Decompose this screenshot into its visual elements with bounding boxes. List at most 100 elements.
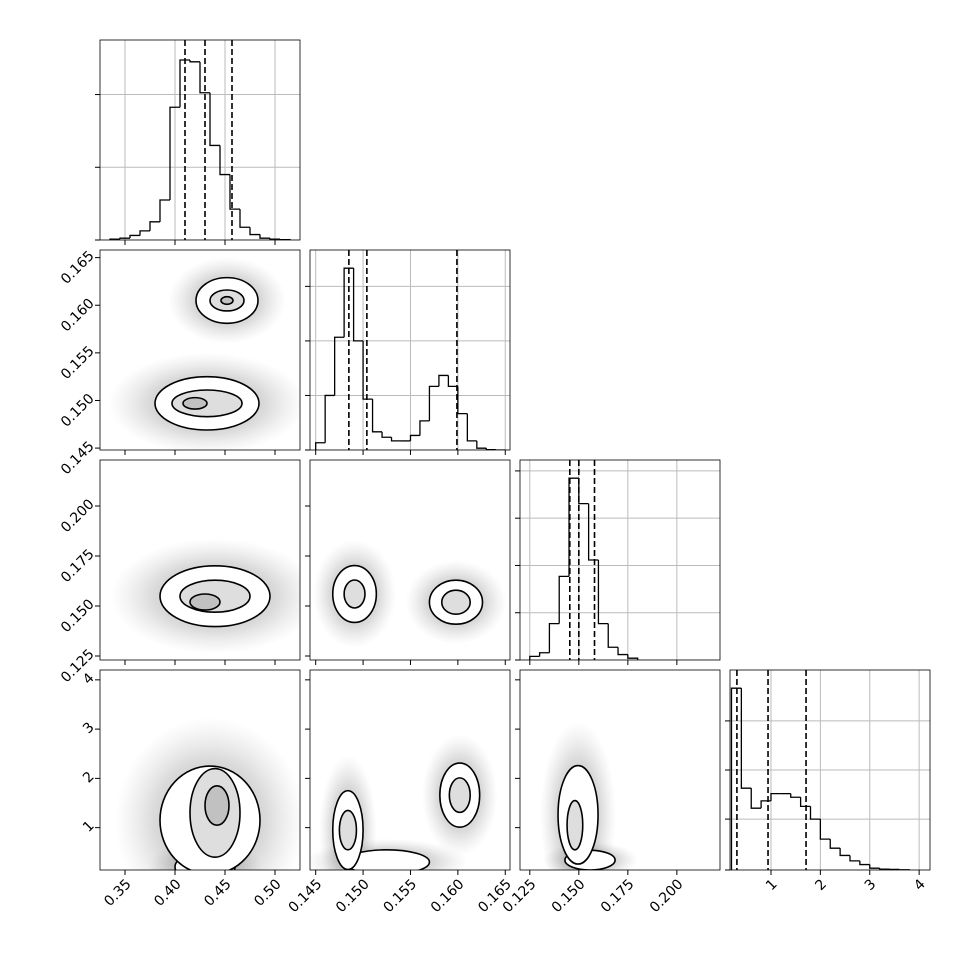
panel (313, 540, 507, 648)
histogram-step (428, 385, 439, 421)
contour (220, 295, 234, 306)
y-tick-label: 0.145 (58, 438, 98, 478)
x-tick-label: 0.175 (598, 876, 638, 916)
y-tick-label: 0.165 (58, 248, 98, 288)
contour (159, 765, 261, 870)
x-tick-label: 0.155 (380, 876, 420, 916)
x-tick-label: 0.145 (286, 876, 326, 916)
x-tick-label: 0.150 (333, 876, 373, 916)
panel (310, 734, 498, 870)
histogram-step (381, 431, 392, 438)
histogram-step (730, 687, 742, 870)
histogram-step (189, 60, 200, 63)
histogram-step (333, 336, 345, 396)
histogram-step (315, 442, 326, 450)
histogram-step (597, 560, 609, 625)
contour (195, 276, 259, 325)
x-tick-label: 4 (911, 876, 929, 894)
histogram-step (199, 61, 210, 94)
contour (448, 777, 471, 814)
panel (108, 257, 300, 450)
histogram-step (159, 199, 170, 222)
histogram-step (859, 860, 870, 866)
histogram-step (390, 437, 401, 442)
x-tick-label: 0.150 (549, 876, 589, 916)
x-tick-label: 0.40 (151, 876, 184, 909)
histogram-step (179, 59, 190, 108)
contour (209, 289, 245, 312)
contour (204, 784, 230, 826)
panel (520, 460, 720, 660)
histogram-step (829, 839, 841, 849)
histogram-step (485, 448, 496, 450)
histogram-step (447, 375, 458, 388)
histogram-step (799, 797, 811, 808)
histogram-step (529, 655, 540, 660)
histogram-step (229, 174, 240, 210)
panel-frame (99, 459, 301, 661)
x-tick-label: 0.45 (201, 876, 234, 909)
histogram-step (869, 864, 880, 869)
histogram-step (169, 106, 180, 200)
histogram-step (249, 227, 260, 236)
panel-frame (99, 39, 301, 241)
histogram-step (269, 238, 280, 240)
histogram-step (239, 209, 250, 228)
histogram-step (466, 413, 477, 442)
panel-frame (99, 669, 301, 871)
panel-frame (519, 459, 721, 661)
histogram-step (607, 623, 619, 648)
histogram-step (324, 394, 335, 443)
contour (189, 767, 241, 858)
histogram-step (209, 92, 220, 147)
contour (189, 593, 221, 611)
histogram-step (809, 806, 821, 820)
histogram-step (371, 399, 383, 433)
contour (440, 589, 471, 616)
y-tick-label: 0.160 (58, 296, 98, 336)
histogram-step (770, 792, 781, 801)
histogram-step (849, 855, 860, 862)
contour (343, 579, 366, 609)
histogram-step (419, 420, 430, 436)
histogram-step (587, 503, 599, 561)
histogram-step (352, 268, 364, 342)
histogram-step (457, 386, 468, 415)
x-tick-label: 1 (763, 876, 781, 894)
histogram-step (259, 234, 270, 239)
x-tick-label: 0.160 (428, 876, 468, 916)
panel-frame (309, 249, 511, 451)
histogram-step (476, 440, 487, 449)
histogram-step (119, 237, 130, 240)
histogram-step (790, 793, 801, 798)
x-tick-label: 3 (862, 876, 880, 894)
histogram-step (578, 478, 589, 505)
panel-frame (519, 669, 721, 871)
panel-frame (729, 669, 931, 871)
histogram-step (139, 230, 150, 236)
y-tick-label: 0.150 (58, 596, 98, 636)
x-tick-label: 2 (812, 876, 830, 894)
panel (100, 40, 300, 240)
y-tick-label: 0.155 (58, 343, 98, 383)
y-tick-label: 2 (80, 769, 98, 787)
histogram-step (438, 374, 449, 387)
x-tick-label: 0.35 (101, 876, 134, 909)
contour (331, 564, 378, 624)
y-tick-label: 4 (80, 670, 98, 688)
histogram-step (740, 688, 752, 789)
histogram-step (409, 434, 420, 441)
contour (566, 799, 584, 851)
histogram-step (627, 654, 639, 660)
panel (110, 538, 300, 654)
contour (439, 762, 481, 828)
y-tick-label: 3 (80, 719, 98, 737)
y-tick-label: 1 (80, 818, 98, 836)
histogram-step (538, 652, 550, 657)
histogram-step (819, 819, 831, 840)
y-tick-label: 0.175 (58, 546, 98, 586)
y-tick-label: 0.150 (58, 391, 98, 431)
y-tick-label: 0.200 (58, 496, 98, 536)
histogram-step (760, 800, 771, 809)
